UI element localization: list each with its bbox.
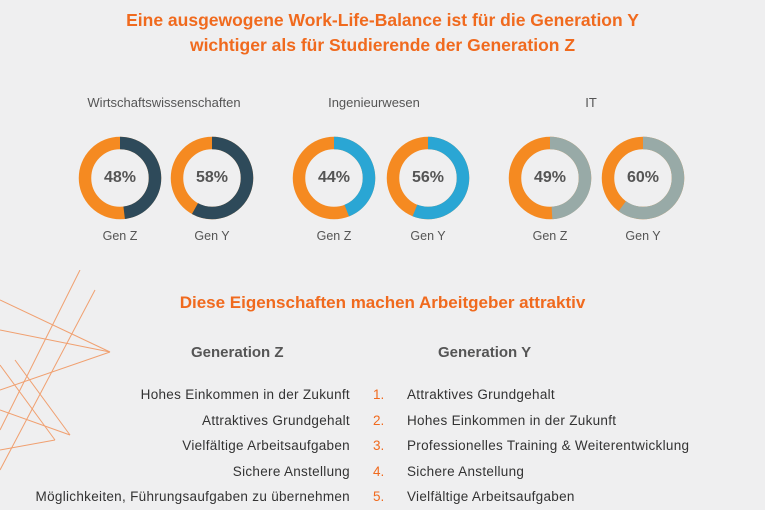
gen-z-ranking-list: Hohes Einkommen in der Zukunft Attraktiv… bbox=[36, 384, 350, 510]
donut-0-0: 48% bbox=[78, 136, 162, 220]
gen-z-item-5: Möglichkeiten, Führungsaufgaben zu übern… bbox=[35, 489, 350, 504]
donut-2-0: 49% bbox=[508, 136, 592, 220]
gen-y-item-4: Sichere Anstellung bbox=[407, 463, 525, 479]
donut-value-arc-1-1 bbox=[386, 136, 470, 220]
gen-y-header: Generation Y bbox=[438, 344, 532, 361]
rank-number-1: 1. bbox=[373, 387, 385, 402]
gen-y-item-1: Attraktives Grundgehalt bbox=[407, 387, 555, 402]
generation-label: Gen Z bbox=[102, 229, 138, 243]
donut-1-1: 56% bbox=[386, 136, 470, 220]
donut-percent-label: 44% bbox=[317, 169, 351, 186]
group-label-it: IT bbox=[585, 95, 597, 110]
generation-label: Gen Z bbox=[316, 229, 352, 243]
gen-y-item-3: Professionelles Training & Weiterentwick… bbox=[407, 438, 690, 453]
donut-percent-label: 48% bbox=[103, 169, 137, 186]
generation-label: Gen Y bbox=[194, 229, 230, 243]
rank-numbers: 1. 2. 3. 4. 5. bbox=[373, 384, 384, 510]
gen-z-item-4: Sichere Anstellung bbox=[232, 463, 350, 479]
donut-0-1: 58% bbox=[170, 136, 254, 220]
gen-z-item-1: Hohes Einkommen in der Zukunft bbox=[140, 387, 350, 402]
donut-value-arc-0-1 bbox=[170, 136, 254, 220]
gen-z-item-3: Vielfältige Arbeitsaufgaben bbox=[182, 438, 350, 453]
main-title-line-2: wichtiger als für Studierende der Genera… bbox=[189, 35, 576, 55]
rank-number-4: 4. bbox=[373, 463, 385, 479]
donut-1-0: 44% bbox=[292, 136, 376, 220]
rank-number-5: 5. bbox=[373, 489, 385, 504]
donut-percent-label: 56% bbox=[411, 169, 445, 186]
group-label-wirtschaft: Wirtschaftswissenschaften bbox=[87, 95, 241, 110]
rank-number-3: 3. bbox=[373, 438, 385, 453]
gen-y-ranking-list: Attraktives Grundgehalt Hohes Einkommen … bbox=[407, 384, 689, 510]
generation-label: Gen Z bbox=[532, 229, 568, 243]
decorative-lines bbox=[0, 270, 111, 471]
gen-y-item-2: Hohes Einkommen in der Zukunft bbox=[407, 412, 617, 428]
generation-label: Gen Y bbox=[410, 229, 446, 243]
generation-label: Gen Y bbox=[625, 229, 661, 243]
gen-z-header: Generation Z bbox=[191, 344, 284, 361]
group-label-ingenieurwesen: Ingenieurwesen bbox=[328, 95, 420, 110]
gen-y-item-5: Vielfältige Arbeitsaufgaben bbox=[407, 489, 575, 504]
donut-2-1: 60% bbox=[601, 136, 685, 220]
donut-percent-label: 58% bbox=[195, 169, 229, 186]
donut-percent-label: 49% bbox=[533, 169, 567, 186]
donut-value-arc-1-0 bbox=[292, 136, 376, 220]
main-title-line-1: Eine ausgewogene Work-Life-Balance ist f… bbox=[126, 10, 639, 30]
donut-value-arc-2-0 bbox=[508, 136, 592, 220]
rank-number-2: 2. bbox=[373, 412, 385, 428]
donut-percent-label: 60% bbox=[626, 169, 660, 186]
donut-value-arc-0-0 bbox=[78, 136, 162, 220]
ranking-title: Diese Eigenschaften machen Arbeitgeber a… bbox=[179, 293, 586, 312]
donut-value-arc-2-1 bbox=[601, 136, 685, 220]
gen-z-item-2: Attraktives Grundgehalt bbox=[202, 412, 350, 428]
